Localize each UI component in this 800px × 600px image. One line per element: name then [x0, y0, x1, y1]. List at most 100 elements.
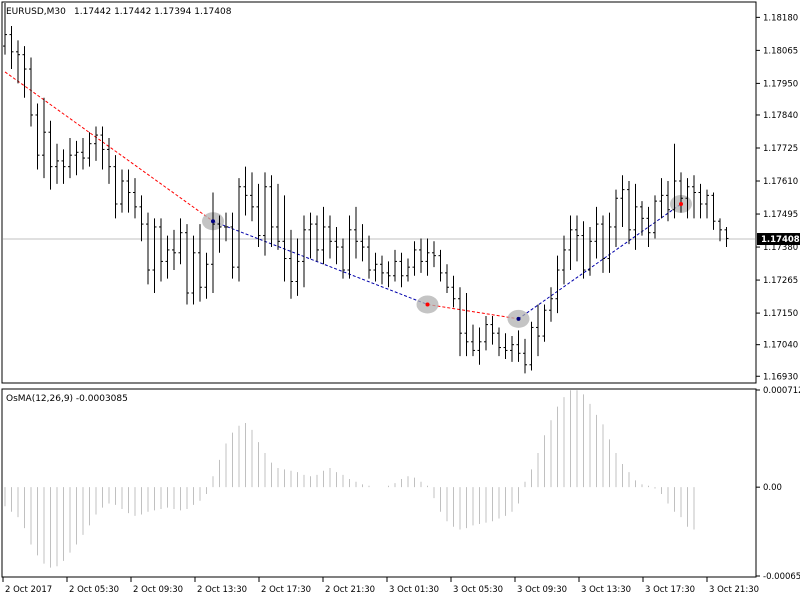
- ohlc-bar: [685, 178, 690, 219]
- ohlc-bar: [380, 255, 384, 285]
- point-dot: [679, 201, 683, 206]
- osma-histogram: [4, 390, 695, 568]
- ohlc-bar: [237, 178, 241, 282]
- osma-tick-label: 0.00: [763, 483, 782, 493]
- ohlc-bar: [9, 25, 14, 70]
- ohlc-bar: [562, 235, 566, 285]
- osma-tick-label: -0.000651: [763, 572, 800, 582]
- ohlc-bar: [126, 169, 131, 213]
- ohlc-bar: [620, 175, 625, 227]
- ohlc-bar: [360, 224, 365, 262]
- ohlc-bar: [276, 183, 280, 250]
- ohlc-bar: [289, 229, 293, 299]
- ohlc-bar: [601, 215, 605, 273]
- time-tick-label: 2 Oct 09:30: [133, 585, 183, 595]
- ohlc-bar: [705, 189, 709, 219]
- price-tick-label: 1.17725: [763, 144, 798, 154]
- ohlc-bar: [269, 175, 274, 248]
- price-tick-label: 1.18180: [763, 13, 798, 23]
- point-dot: [425, 302, 430, 307]
- ohlc-bar: [646, 206, 651, 248]
- ohlc-bar: [321, 206, 326, 265]
- ohlc-bar: [529, 321, 534, 371]
- ohlc-bar: [347, 215, 352, 279]
- ohlc-bar: [445, 264, 449, 293]
- current-price-text: 1.17408: [761, 235, 800, 245]
- price-tick-label: 1.17840: [763, 111, 798, 121]
- ohlc-bar: [204, 252, 209, 299]
- price-tick-label: 1.17610: [763, 177, 798, 187]
- ohlc-bar: [302, 215, 306, 288]
- ohlc-bar: [471, 324, 475, 357]
- ohlc-bar: [614, 189, 618, 248]
- ohlc-bar: [328, 215, 332, 259]
- ohlc-bar: [438, 249, 443, 282]
- time-tick-label: 2 Oct 21:30: [325, 585, 375, 595]
- ohlc-bar: [581, 221, 586, 279]
- ohlc-bar: [224, 212, 228, 242]
- ohlc-bar: [698, 183, 703, 219]
- price-tick-label: 1.17950: [763, 79, 798, 89]
- ohlc-bar: [211, 192, 215, 293]
- ohlc-bar: [172, 229, 176, 271]
- price-tick-label: 1.17265: [763, 276, 798, 286]
- time-tick-label: 3 Oct 21:30: [709, 585, 759, 595]
- ohlc-bar: [42, 97, 46, 179]
- ohlc-bar: [61, 149, 66, 184]
- ohlc-bar: [588, 226, 592, 276]
- ohlc-bar: [159, 218, 163, 282]
- ohlc-bar: [94, 126, 98, 161]
- ohlc-bar: [100, 126, 105, 170]
- ohlc-bar: [263, 172, 267, 256]
- ohlc-bar: [412, 241, 417, 276]
- ohlc-bar: [666, 181, 670, 222]
- ohlc-bar: [386, 261, 391, 288]
- ohlc-bar: [3, 3, 7, 55]
- time-tick-label: 2 Oct 13:30: [197, 585, 247, 595]
- ohlc-bar: [627, 181, 631, 245]
- ohlc-bar: [354, 206, 358, 259]
- ohlc-bar: [523, 338, 527, 374]
- price-tick-label: 1.17380: [763, 243, 798, 253]
- ohlc-bar: [29, 57, 33, 127]
- price-axis: 1.18180 1.18065 1.17950 1.17840 1.17725 1.176…: [756, 13, 800, 382]
- ohlc-bar: [107, 137, 111, 184]
- osma-axis: 0.000712 0.00 -0.000651: [756, 386, 800, 582]
- ohlc-bar: [55, 143, 59, 184]
- time-tick-label: 3 Oct 13:30: [581, 585, 631, 595]
- point-dot: [211, 219, 215, 224]
- ohlc-bar: [250, 172, 254, 222]
- ohlc-bar: [432, 241, 436, 268]
- ohlc-bar: [568, 215, 573, 271]
- osma-tick-label: 0.000712: [763, 386, 800, 396]
- ohlc-bar: [341, 238, 345, 279]
- ohlc-bar: [393, 249, 397, 282]
- price-tick-label: 1.16930: [763, 372, 798, 382]
- ohlc-bar: [549, 287, 553, 322]
- ohlc-bar: [503, 333, 508, 360]
- zigzag-segment: [427, 303, 519, 320]
- ohlc-bar: [367, 235, 371, 279]
- ohlc-bar: [295, 238, 300, 296]
- osma-panel: [1, 388, 757, 578]
- ohlc-bar: [516, 330, 521, 362]
- ohlc-bar: [230, 212, 235, 279]
- ohlc-bar: [653, 195, 657, 239]
- ohlc-bar: [458, 287, 462, 357]
- price-tick-label: 1.17150: [763, 309, 798, 319]
- price-tick-label: 1.18065: [763, 46, 798, 56]
- ohlc-bar: [490, 315, 495, 345]
- ohlc-bar: [640, 201, 644, 236]
- ohlc-bar: [451, 275, 456, 308]
- price-panel: [1, 1, 757, 384]
- ohlc-bar: [35, 103, 40, 170]
- current-price-tag: [757, 233, 800, 246]
- ohlc-bar: [308, 212, 313, 259]
- ohlc-bar: [406, 258, 410, 282]
- chart-symbol: EURUSD,M30: [6, 7, 66, 17]
- ohlc-bar: [139, 195, 144, 242]
- ohlc-bar: [542, 304, 547, 342]
- ohlc-bar: [692, 175, 696, 219]
- point-dot: [516, 316, 521, 321]
- ohlc-bar: [256, 183, 261, 248]
